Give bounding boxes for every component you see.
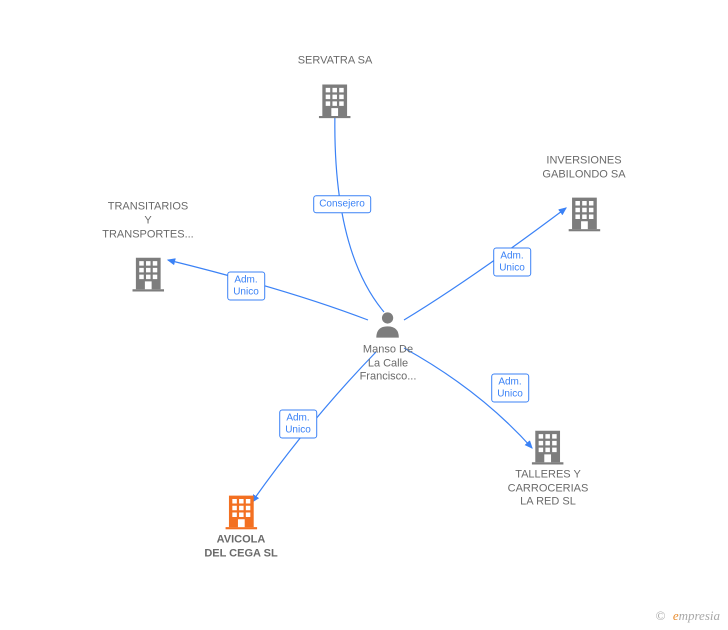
node-servatra[interactable]: SERVATRA SA (298, 54, 373, 122)
edge-servatra (335, 110, 384, 312)
node-inversiones[interactable]: INVERSIONES GABILONDO SA (542, 154, 625, 235)
node-talleres[interactable]: TALLERES Y CARROCERIAS LA RED SL (508, 415, 589, 510)
edge-label-inversiones: Adm. Unico (493, 248, 531, 277)
person-icon (373, 309, 403, 339)
building-icon (130, 256, 166, 292)
node-label: INVERSIONES GABILONDO SA (542, 154, 625, 182)
node-label: TALLERES Y CARROCERIAS LA RED SL (508, 468, 589, 509)
edge-label-transitarios: Adm. Unico (227, 272, 265, 301)
edge-label-avicola: Adm. Unico (279, 410, 317, 439)
watermark-rest: mpresia (679, 608, 720, 623)
watermark-copy: © (656, 608, 666, 623)
edge-transitarios (168, 260, 368, 320)
building-icon (530, 428, 566, 464)
building-icon (317, 82, 353, 118)
node-person-center[interactable]: Manso De La Calle Francisco... (360, 296, 417, 385)
node-label: SERVATRA SA (298, 54, 373, 68)
node-transitarios[interactable]: TRANSITARIOS Y TRANSPORTES... (102, 201, 193, 296)
node-label: AVICOLA DEL CEGA SL (204, 533, 277, 561)
edge-label-talleres: Adm. Unico (491, 374, 529, 403)
diagram-canvas: Consejero Adm. Unico Adm. Unico Adm. Unico A… (0, 0, 728, 630)
watermark: © empresia (656, 608, 720, 624)
node-label: Manso De La Calle Francisco... (360, 343, 417, 384)
node-avicola[interactable]: AVICOLA DEL CEGA SL (204, 479, 277, 560)
node-label: TRANSITARIOS Y TRANSPORTES... (102, 201, 193, 242)
edge-label-servatra: Consejero (313, 195, 371, 213)
building-icon (223, 493, 259, 529)
building-icon (566, 196, 602, 232)
